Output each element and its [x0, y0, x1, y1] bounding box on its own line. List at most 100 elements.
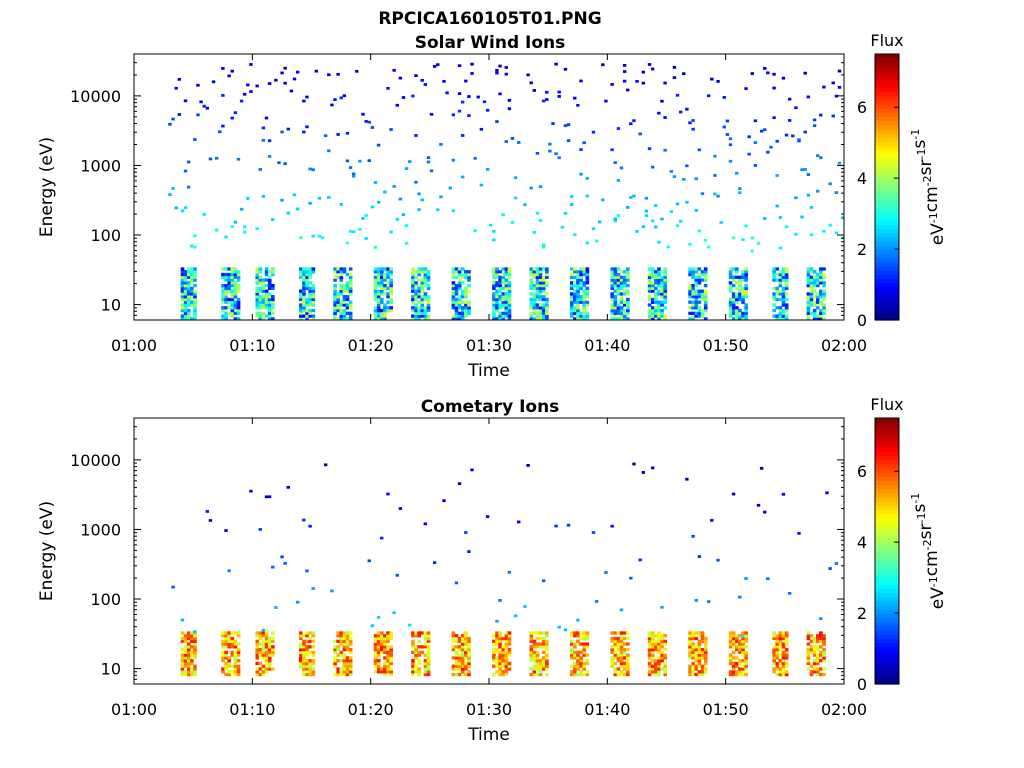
- flux-cell: [822, 297, 826, 302]
- cometary-spectrogram: [171, 462, 839, 677]
- flux-cell: [230, 642, 235, 646]
- flux-cell: [205, 510, 210, 513]
- flux-cell: [183, 289, 188, 293]
- flux-cell: [417, 317, 421, 321]
- flux-cell: [660, 303, 664, 307]
- flux-cell: [299, 634, 303, 638]
- flux-cell: [691, 631, 696, 635]
- flux-cell: [339, 96, 343, 100]
- flux-cell: [420, 311, 425, 315]
- flux-cell: [538, 289, 543, 293]
- flux-cell: [545, 317, 549, 321]
- flux-cell: [411, 283, 415, 288]
- flux-cell: [784, 664, 789, 668]
- flux-cell: [759, 129, 764, 133]
- flux-cell: [376, 143, 381, 147]
- flux-cell: [236, 650, 241, 655]
- flux-cell: [738, 639, 742, 643]
- flux-cell: [504, 634, 509, 638]
- flux-cell: [342, 664, 347, 668]
- flux-cell: [657, 642, 661, 646]
- flux-cell: [411, 295, 415, 299]
- flux-cell: [735, 664, 739, 668]
- flux-cell: [227, 297, 232, 302]
- flux-cell: [650, 300, 655, 304]
- flux-cell: [193, 664, 197, 668]
- flux-cell: [423, 314, 428, 318]
- flux-cell: [538, 642, 543, 646]
- flux-cell: [193, 670, 197, 674]
- flux-cell: [492, 634, 496, 638]
- flux-cell: [613, 636, 618, 641]
- flux-cell: [457, 314, 462, 318]
- flux-cell: [221, 314, 225, 318]
- flux-cell: [389, 289, 393, 293]
- flux-cell: [464, 272, 468, 277]
- flux-cell: [576, 292, 580, 296]
- flux-cell: [498, 306, 502, 310]
- flux-cell: [249, 63, 253, 66]
- flux-cell: [411, 670, 415, 674]
- flux-cell: [342, 639, 347, 643]
- flux-cell: [380, 270, 384, 274]
- flux-cell: [526, 73, 530, 77]
- flux-cell: [501, 272, 506, 277]
- flux-cell: [784, 286, 789, 291]
- flux-cell: [299, 308, 303, 313]
- flux-cell: [267, 295, 272, 299]
- flux-cell: [529, 297, 534, 302]
- flux-cell: [305, 664, 309, 668]
- flux-cell: [573, 664, 577, 668]
- flux-cell: [650, 297, 655, 302]
- flux-cell: [582, 303, 587, 307]
- colorbar-swatch: [875, 484, 899, 490]
- flux-cell: [744, 317, 748, 321]
- flux-cell: [464, 664, 468, 668]
- flux-cell: [532, 292, 537, 296]
- flux-cell: [370, 126, 375, 129]
- flux-cell: [364, 120, 368, 123]
- flux-cell: [183, 306, 188, 310]
- flux-cell: [616, 639, 621, 643]
- flux-cell: [616, 317, 621, 321]
- flux-cell: [728, 297, 733, 302]
- flux-cell: [236, 642, 241, 646]
- flux-cell: [171, 187, 175, 190]
- flux-cell: [694, 667, 699, 671]
- flux-cell: [451, 672, 456, 677]
- flux-cell: [806, 295, 811, 299]
- flux-cell: [311, 317, 316, 321]
- flux-cell: [806, 653, 811, 657]
- flux-cell: [258, 667, 263, 671]
- flux-cell: [464, 667, 468, 671]
- flux-cell: [495, 308, 499, 313]
- flux-cell: [460, 642, 465, 646]
- flux-cell: [457, 317, 462, 321]
- flux-cell: [224, 300, 228, 304]
- flux-cell: [302, 659, 306, 663]
- flux-cell: [728, 314, 733, 318]
- x-tick-label: 01:40: [584, 336, 630, 355]
- flux-cell: [644, 214, 649, 217]
- flux-cell: [183, 281, 188, 285]
- flux-cell: [470, 62, 474, 66]
- flux-cell: [193, 306, 197, 310]
- flux-cell: [348, 286, 353, 291]
- flux-cell: [822, 642, 826, 646]
- flux-cell: [507, 311, 512, 315]
- flux-cell: [638, 132, 642, 136]
- flux-cell: [660, 659, 664, 663]
- flux-cell: [735, 267, 739, 271]
- flux-cell: [579, 172, 583, 176]
- flux-cell: [694, 297, 699, 302]
- flux-cell: [703, 659, 708, 663]
- flux-cell: [186, 647, 191, 652]
- flux-cell: [541, 286, 546, 291]
- flux-cell: [697, 642, 702, 646]
- flux-cell: [380, 267, 384, 271]
- flux-cell: [781, 286, 786, 291]
- flux-cell: [834, 231, 839, 235]
- flux-cell: [451, 289, 456, 293]
- flux-cell: [744, 292, 748, 296]
- flux-cell: [423, 670, 428, 674]
